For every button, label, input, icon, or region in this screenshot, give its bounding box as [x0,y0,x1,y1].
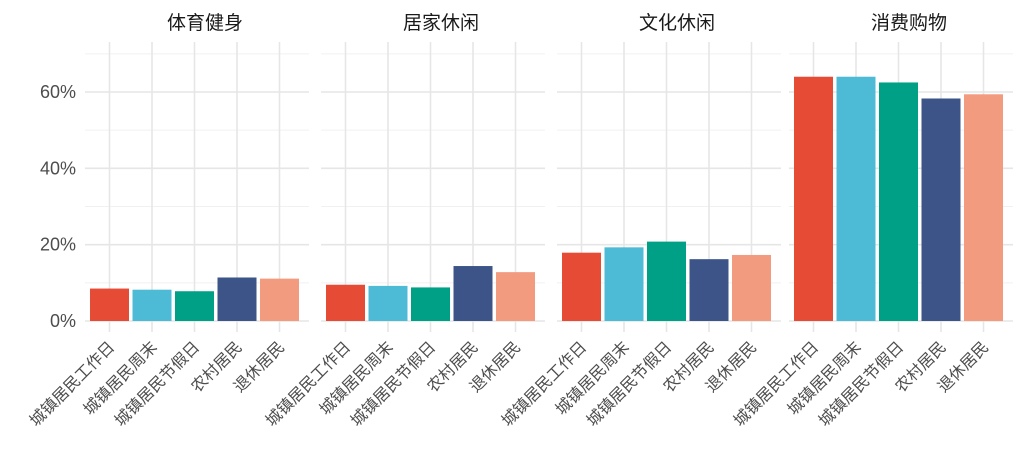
bar [604,247,644,321]
bar [647,241,686,321]
bar [453,266,493,321]
bar [732,254,771,321]
bar [879,82,918,321]
y-tick-label: 20% [40,235,76,255]
bar [836,76,876,321]
bar [132,289,172,321]
facet-title: 消费购物 [871,12,947,34]
y-tick-label: 60% [40,82,76,102]
bar [260,278,299,321]
bar [496,272,535,321]
bar [326,284,365,321]
facet-title: 文化休闲 [639,12,715,34]
y-tick-label: 40% [40,158,76,178]
bar [921,98,961,321]
bar [90,288,129,321]
y-tick-label: 0% [50,311,76,331]
bar [217,277,257,321]
bar [964,94,1003,321]
bar [368,285,408,321]
facet-title: 体育健身 [167,12,243,34]
bar [562,252,601,321]
bar [794,76,833,321]
bar [175,291,214,321]
bar [689,259,729,321]
bar [411,287,450,321]
facet-title: 居家休闲 [403,12,479,34]
